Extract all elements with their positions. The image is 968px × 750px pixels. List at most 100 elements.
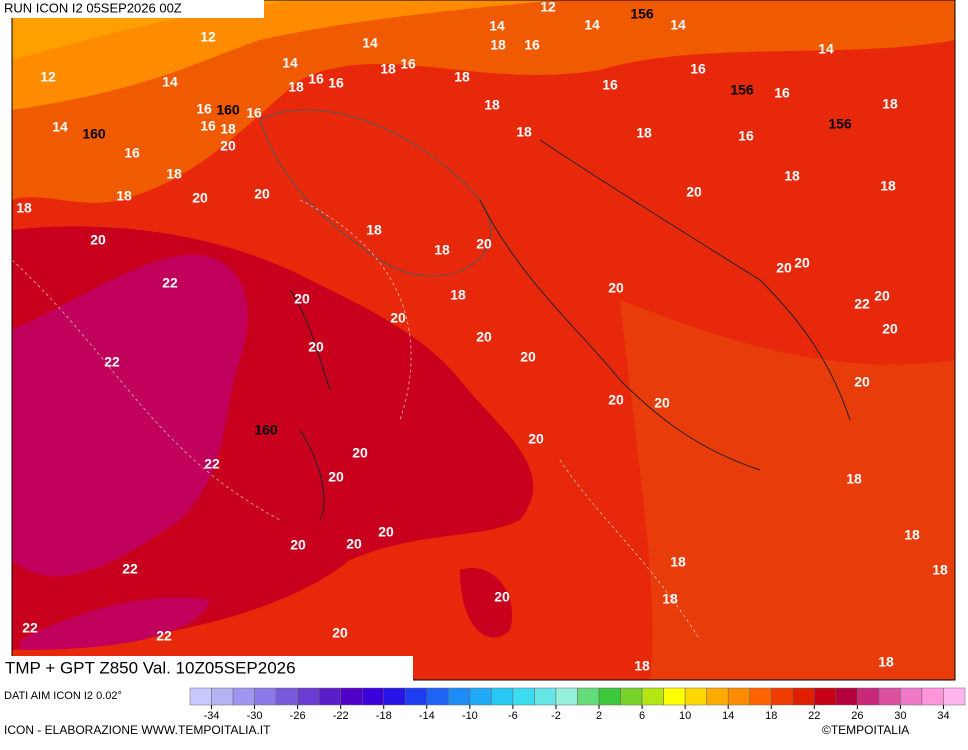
logo: ©TEMPOITALIA bbox=[822, 723, 909, 737]
color-swatch bbox=[684, 687, 707, 706]
temperature-label: 20 bbox=[608, 280, 624, 296]
color-swatch bbox=[275, 687, 298, 706]
temperature-label: 18 bbox=[516, 124, 532, 140]
temperature-label: 20 bbox=[776, 260, 792, 276]
temperature-label: 18 bbox=[662, 591, 678, 607]
temperature-label: 20 bbox=[476, 329, 492, 345]
color-swatch bbox=[469, 687, 492, 706]
temperature-label: 16 bbox=[602, 77, 618, 93]
tick-label: 14 bbox=[722, 710, 734, 722]
geopotential-label: 156 bbox=[828, 116, 852, 132]
tick-label: -22 bbox=[333, 710, 349, 722]
color-swatch bbox=[534, 687, 557, 706]
temperature-label: 18 bbox=[380, 61, 396, 77]
source-label: DATI AIM ICON I2 0.02° bbox=[4, 690, 122, 702]
temperature-label: 18 bbox=[882, 96, 898, 112]
color-swatch bbox=[749, 687, 772, 706]
temperature-label: 18 bbox=[166, 166, 182, 182]
temperature-label: 20 bbox=[378, 524, 394, 540]
temperature-label: 20 bbox=[328, 469, 344, 485]
tick-label: 30 bbox=[894, 710, 906, 722]
color-swatch bbox=[943, 687, 966, 706]
temperature-label: 14 bbox=[584, 17, 600, 33]
tick-label: -26 bbox=[290, 710, 306, 722]
temperature-label: 20 bbox=[294, 291, 310, 307]
temperature-label: 18 bbox=[434, 242, 450, 258]
tick-label: 10 bbox=[679, 710, 691, 722]
temperature-label: 20 bbox=[308, 339, 324, 355]
temperature-label: 18 bbox=[16, 200, 32, 216]
color-swatch bbox=[232, 687, 255, 706]
color-swatch bbox=[857, 687, 880, 706]
temperature-label: 22 bbox=[122, 561, 138, 577]
tick-label: -10 bbox=[462, 710, 478, 722]
temperature-label: 18 bbox=[366, 222, 382, 238]
tick-label: -30 bbox=[247, 710, 263, 722]
temperature-label: 20 bbox=[882, 321, 898, 337]
color-swatch bbox=[383, 687, 406, 706]
map-field bbox=[11, 0, 956, 681]
temperature-label: 20 bbox=[346, 536, 362, 552]
color-swatch bbox=[254, 687, 277, 706]
temperature-label: 14 bbox=[489, 18, 505, 34]
credit: ICON - ELABORAZIONE WWW.TEMPOITALIA.IT bbox=[4, 723, 271, 737]
temperature-label: 16 bbox=[124, 145, 140, 161]
color-swatch bbox=[189, 687, 212, 706]
temperature-label: 14 bbox=[670, 17, 686, 33]
temperature-label: 22 bbox=[156, 628, 172, 644]
temperature-label: 16 bbox=[690, 61, 706, 77]
tick-label: 22 bbox=[808, 710, 820, 722]
geopotential-label: 160 bbox=[254, 422, 278, 438]
color-swatch bbox=[900, 687, 923, 706]
temperature-label: 14 bbox=[52, 119, 68, 135]
temperature-label: 20 bbox=[874, 288, 890, 304]
temperature-label: 20 bbox=[608, 392, 624, 408]
color-swatch bbox=[405, 687, 428, 706]
geopotential-label: 160 bbox=[216, 102, 240, 118]
color-swatch bbox=[878, 687, 901, 706]
temperature-label: 20 bbox=[520, 349, 536, 365]
tick-label: 34 bbox=[937, 710, 949, 722]
temperature-label: 20 bbox=[352, 445, 368, 461]
temperature-label: 18 bbox=[484, 97, 500, 113]
temperature-label: 16 bbox=[196, 101, 212, 117]
color-swatch bbox=[792, 687, 815, 706]
temperature-label: 14 bbox=[162, 74, 178, 90]
tick-label: -2 bbox=[551, 710, 561, 722]
header-box bbox=[0, 0, 264, 18]
color-swatch bbox=[512, 687, 535, 706]
temperature-label: 20 bbox=[494, 589, 510, 605]
temperature-label: 12 bbox=[200, 29, 216, 45]
temperature-label: 18 bbox=[636, 125, 652, 141]
temperature-label: 20 bbox=[686, 184, 702, 200]
color-swatch bbox=[598, 687, 621, 706]
temperature-label: 20 bbox=[476, 236, 492, 252]
map-title: TMP + GPT Z850 Val. 10Z05SEP2026 bbox=[5, 658, 296, 677]
temperature-label: 20 bbox=[332, 625, 348, 641]
temperature-label: 16 bbox=[400, 56, 416, 72]
temperature-label: 20 bbox=[390, 310, 406, 326]
color-swatch bbox=[921, 687, 944, 706]
temperature-label: 18 bbox=[490, 37, 506, 53]
color-swatch bbox=[835, 687, 858, 706]
temperature-label: 18 bbox=[634, 658, 650, 674]
temperature-label: 14 bbox=[282, 55, 298, 71]
temperature-label: 20 bbox=[192, 190, 208, 206]
color-swatch bbox=[426, 687, 449, 706]
temperature-label: 18 bbox=[220, 121, 236, 137]
temperature-label: 22 bbox=[162, 275, 178, 291]
temperature-label: 16 bbox=[200, 118, 216, 134]
temperature-label: 20 bbox=[220, 138, 236, 154]
temperature-label: 16 bbox=[738, 128, 754, 144]
temperature-label: 20 bbox=[90, 232, 106, 248]
temperature-label: 22 bbox=[204, 456, 220, 472]
color-swatch bbox=[771, 687, 794, 706]
temperature-label: 22 bbox=[104, 354, 120, 370]
temperature-label: 18 bbox=[878, 654, 894, 670]
color-swatch bbox=[727, 687, 750, 706]
colorbar: -34 -30 -26 -22 -18 -14 -10 -6 -2 2 6 10 14 18 22 26 30 3… bbox=[189, 687, 966, 722]
color-swatch bbox=[620, 687, 643, 706]
temperature-label: 18 bbox=[932, 562, 948, 578]
temperature-label: 14 bbox=[362, 35, 378, 51]
